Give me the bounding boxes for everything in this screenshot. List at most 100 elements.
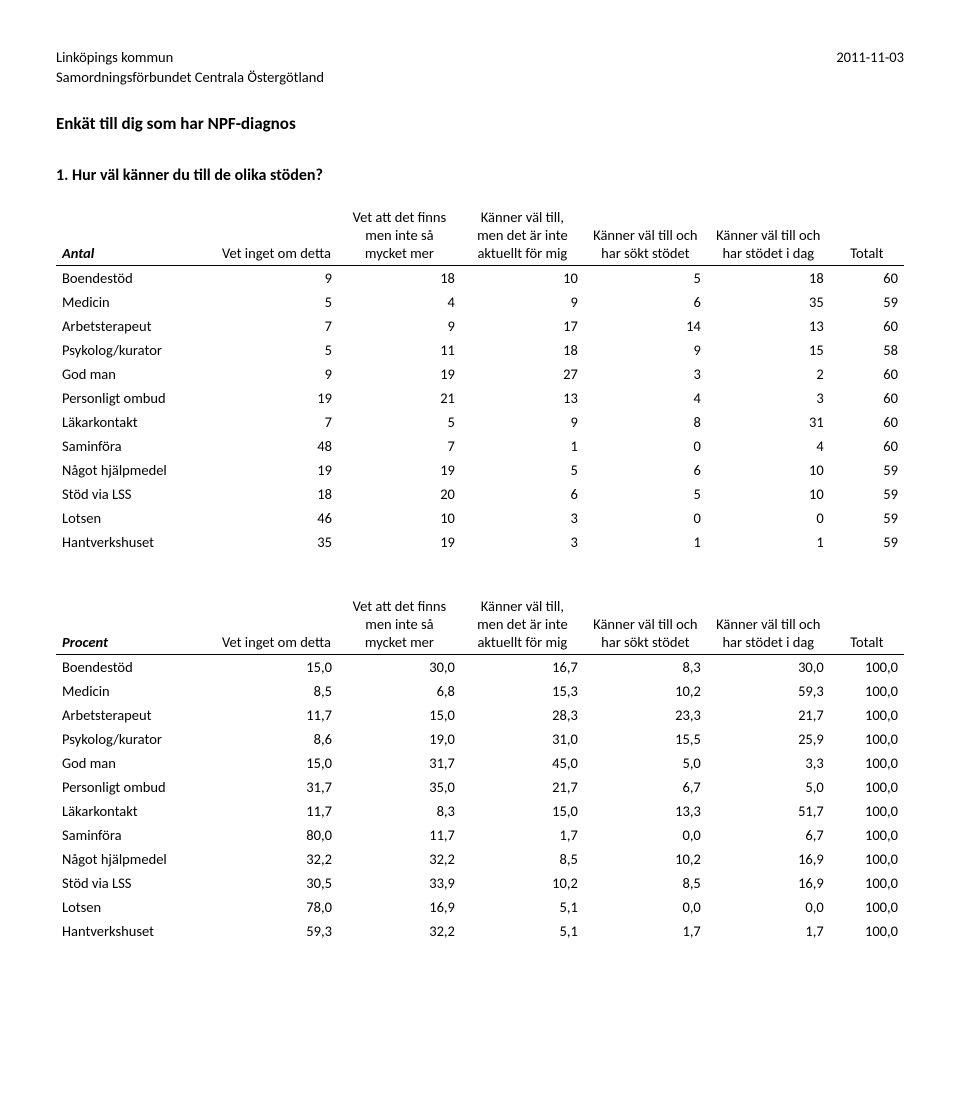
cell: 19 bbox=[338, 530, 461, 554]
cell: 19 bbox=[215, 386, 338, 410]
table-procent-body: Boendestöd15,030,016,78,330,0100,0Medici… bbox=[56, 655, 904, 944]
cell: 100,0 bbox=[830, 895, 904, 919]
cell: 16,9 bbox=[338, 895, 461, 919]
cell: 9 bbox=[215, 362, 338, 386]
cell: 8,5 bbox=[461, 847, 584, 871]
cell: 9 bbox=[584, 338, 707, 362]
cell: 6 bbox=[584, 458, 707, 482]
cell: 59,3 bbox=[215, 919, 338, 943]
cell: 10 bbox=[461, 266, 584, 291]
table-row: Medicin8,56,815,310,259,3100,0 bbox=[56, 679, 904, 703]
col-header-5: Känner väl till och har stödet i dag bbox=[707, 594, 830, 655]
cell: 13,3 bbox=[584, 799, 707, 823]
row-label: Medicin bbox=[56, 290, 215, 314]
cell: 16,7 bbox=[461, 655, 584, 680]
org-block: Linköpings kommun Samordningsförbundet C… bbox=[56, 48, 324, 87]
cell: 10,2 bbox=[461, 871, 584, 895]
cell: 0,0 bbox=[707, 895, 830, 919]
cell: 18 bbox=[707, 266, 830, 291]
cell: 7 bbox=[338, 434, 461, 458]
row-label: God man bbox=[56, 751, 215, 775]
table-row: Saminföra80,011,71,70,06,7100,0 bbox=[56, 823, 904, 847]
col-header-3: Känner väl till, men det är inte aktuell… bbox=[461, 594, 584, 655]
table-procent: Procent Vet inget om detta Vet att det f… bbox=[56, 594, 904, 943]
cell: 5 bbox=[215, 290, 338, 314]
table-row: Personligt ombud31,735,021,76,75,0100,0 bbox=[56, 775, 904, 799]
row-label: Psykolog/kurator bbox=[56, 727, 215, 751]
cell: 19,0 bbox=[338, 727, 461, 751]
table-row: God man15,031,745,05,03,3100,0 bbox=[56, 751, 904, 775]
cell: 15,0 bbox=[215, 751, 338, 775]
row-label: Saminföra bbox=[56, 823, 215, 847]
cell: 19 bbox=[338, 458, 461, 482]
col-header-3: Känner väl till, men det är inte aktuell… bbox=[461, 205, 584, 266]
cell: 17 bbox=[461, 314, 584, 338]
cell: 3,3 bbox=[707, 751, 830, 775]
col-header-1: Vet inget om detta bbox=[215, 594, 338, 655]
cell: 6,7 bbox=[584, 775, 707, 799]
cell: 4 bbox=[707, 434, 830, 458]
cell: 1 bbox=[584, 530, 707, 554]
cell: 100,0 bbox=[830, 775, 904, 799]
table-row: Arbetsterapeut11,715,028,323,321,7100,0 bbox=[56, 703, 904, 727]
col-header-2: Vet att det finns men inte så mycket mer bbox=[338, 205, 461, 266]
cell: 20 bbox=[338, 482, 461, 506]
cell: 35 bbox=[215, 530, 338, 554]
cell: 11,7 bbox=[215, 799, 338, 823]
table-row: Medicin54963559 bbox=[56, 290, 904, 314]
cell: 5 bbox=[461, 458, 584, 482]
cell: 1,7 bbox=[461, 823, 584, 847]
cell: 19 bbox=[215, 458, 338, 482]
page-header: Linköpings kommun Samordningsförbundet C… bbox=[56, 48, 904, 87]
table-antal-wrap: Antal Vet inget om detta Vet att det fin… bbox=[56, 205, 904, 554]
cell: 10 bbox=[707, 458, 830, 482]
table-antal: Antal Vet inget om detta Vet att det fin… bbox=[56, 205, 904, 554]
table-header-row: Procent Vet inget om detta Vet att det f… bbox=[56, 594, 904, 655]
row-label: Saminföra bbox=[56, 434, 215, 458]
cell: 32,2 bbox=[215, 847, 338, 871]
cell: 100,0 bbox=[830, 823, 904, 847]
cell: 8,5 bbox=[215, 679, 338, 703]
cell: 59 bbox=[830, 482, 904, 506]
cell: 59 bbox=[830, 290, 904, 314]
table-row: Arbetsterapeut7917141360 bbox=[56, 314, 904, 338]
cell: 31,7 bbox=[338, 751, 461, 775]
cell: 15,3 bbox=[461, 679, 584, 703]
col-header-total: Totalt bbox=[830, 594, 904, 655]
row-label: Något hjälpmedel bbox=[56, 458, 215, 482]
cell: 100,0 bbox=[830, 799, 904, 823]
cell: 8 bbox=[584, 410, 707, 434]
cell: 60 bbox=[830, 434, 904, 458]
cell: 10,2 bbox=[584, 847, 707, 871]
col-header-2: Vet att det finns men inte så mycket mer bbox=[338, 594, 461, 655]
col-header-5: Känner väl till och har stödet i dag bbox=[707, 205, 830, 266]
cell: 100,0 bbox=[830, 847, 904, 871]
cell: 16,9 bbox=[707, 847, 830, 871]
row-label: Lotsen bbox=[56, 895, 215, 919]
cell: 6 bbox=[584, 290, 707, 314]
cell: 8,3 bbox=[584, 655, 707, 680]
cell: 100,0 bbox=[830, 703, 904, 727]
cell: 7 bbox=[215, 410, 338, 434]
row-label: Boendestöd bbox=[56, 655, 215, 680]
cell: 78,0 bbox=[215, 895, 338, 919]
cell: 60 bbox=[830, 410, 904, 434]
cell: 32,2 bbox=[338, 847, 461, 871]
cell: 59 bbox=[830, 530, 904, 554]
survey-title: Enkät till dig som har NPF-diagnos bbox=[56, 113, 904, 134]
row-label: God man bbox=[56, 362, 215, 386]
cell: 27 bbox=[461, 362, 584, 386]
cell: 9 bbox=[215, 266, 338, 291]
cell: 10 bbox=[338, 506, 461, 530]
cell: 11,7 bbox=[338, 823, 461, 847]
org-line-1: Linköpings kommun bbox=[56, 48, 324, 68]
cell: 11,7 bbox=[215, 703, 338, 727]
cell: 13 bbox=[461, 386, 584, 410]
cell: 10 bbox=[707, 482, 830, 506]
row-label: Boendestöd bbox=[56, 266, 215, 291]
cell: 15,0 bbox=[461, 799, 584, 823]
cell: 3 bbox=[461, 530, 584, 554]
cell: 5 bbox=[584, 266, 707, 291]
table-row: Boendestöd9181051860 bbox=[56, 266, 904, 291]
cell: 6,7 bbox=[707, 823, 830, 847]
